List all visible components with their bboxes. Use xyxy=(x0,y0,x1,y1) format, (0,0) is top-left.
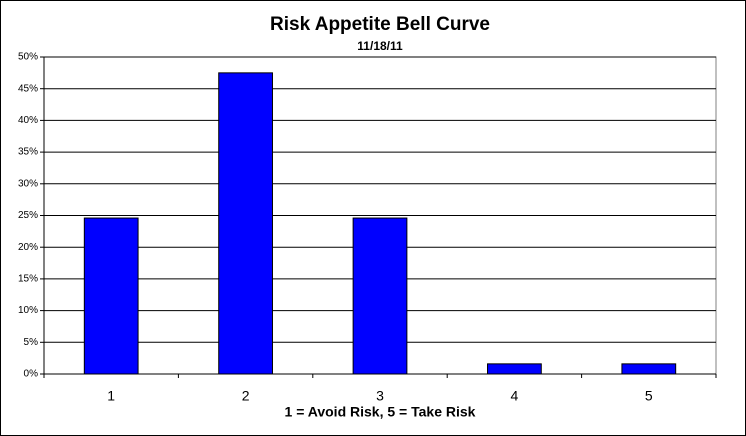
y-tick-label: 0% xyxy=(24,369,39,380)
x-tick-label: 4 xyxy=(511,388,519,404)
chart-title: Risk Appetite Bell Curve xyxy=(270,14,490,35)
y-tick-label: 35% xyxy=(18,147,38,158)
bar xyxy=(83,217,139,375)
x-axis-label: 1 = Avoid Risk, 5 = Take Risk xyxy=(285,404,476,420)
x-tick-label: 3 xyxy=(376,388,384,404)
x-tick-label: 2 xyxy=(242,388,250,404)
y-tick-label: 20% xyxy=(18,242,38,253)
bar xyxy=(621,363,677,375)
bar xyxy=(352,217,408,375)
y-tick-label: 50% xyxy=(18,52,38,63)
x-tick-label: 1 xyxy=(107,388,115,404)
chart-subtitle: 11/18/11 xyxy=(357,39,403,53)
y-tick-label: 15% xyxy=(18,274,38,285)
y-tick-label: 30% xyxy=(18,178,38,189)
y-tick-label: 45% xyxy=(18,83,38,94)
x-tick-label: 5 xyxy=(645,388,653,404)
y-tick-label: 25% xyxy=(18,210,38,221)
bar xyxy=(218,72,273,375)
bar xyxy=(487,363,542,375)
y-tick-label: 10% xyxy=(18,305,38,316)
y-tick-label: 5% xyxy=(24,337,39,348)
y-tick-label: 40% xyxy=(18,115,38,126)
